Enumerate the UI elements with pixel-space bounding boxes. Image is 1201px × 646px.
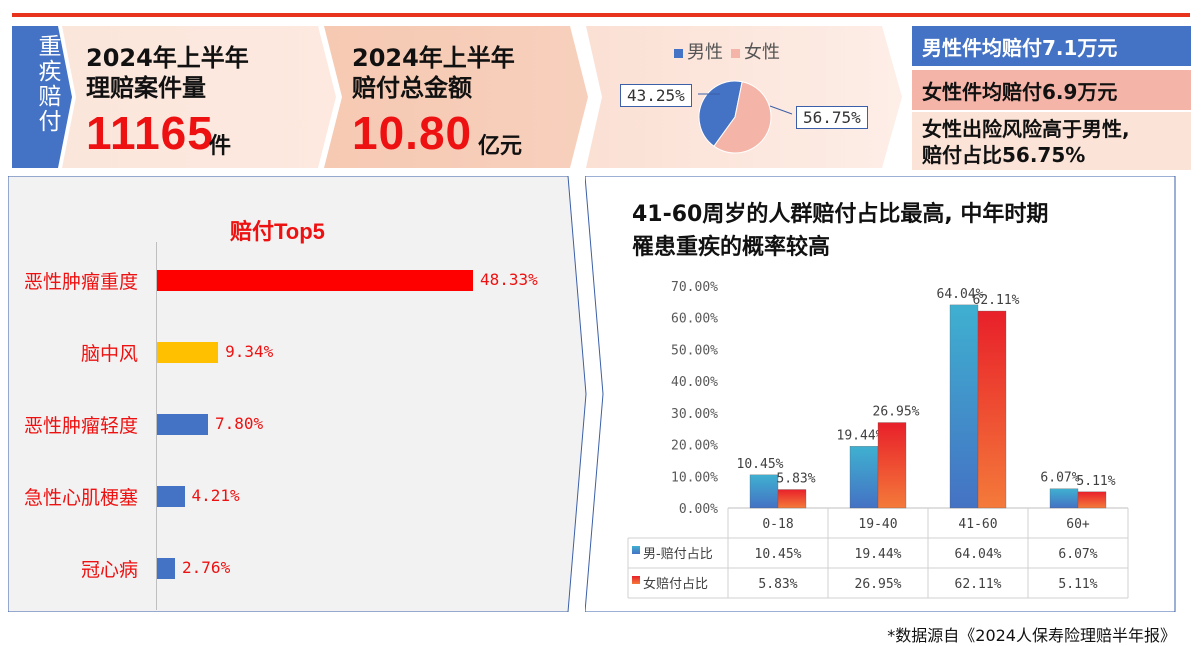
legend-female-swatch: [731, 49, 740, 58]
legend-male: 男性: [674, 38, 723, 64]
age-chart-title-line2: 罹患重疾的概率较高: [632, 235, 831, 260]
gender-pie: [698, 80, 772, 154]
top5-value-label: 48.33%: [480, 270, 538, 289]
y-tick-label: 0.00%: [679, 502, 718, 517]
side-label-text: 重疾赔付: [34, 34, 60, 134]
age-bar-value-label: 26.95%: [873, 405, 920, 420]
age-bar-female: [977, 310, 1007, 509]
kpi-2-unit: 亿元: [478, 134, 523, 159]
table-cell: 26.95%: [855, 577, 902, 592]
kpi-1-value: 11165: [86, 107, 214, 159]
top5-category-label: 急性心肌梗塞: [23, 487, 138, 509]
kpi-2-value: 10.80: [352, 107, 473, 159]
top5-bar: [157, 558, 176, 579]
age-bar-male: [1049, 488, 1079, 509]
age-bar-male: [949, 304, 979, 509]
top5-bar: [157, 486, 185, 507]
risk-note-banner: 女性出险风险高于男性, 赔付占比56.75%: [912, 112, 1191, 170]
kpi-2-title-line1: 2024年上半年: [352, 44, 515, 72]
table-cell: 5.11%: [1058, 577, 1097, 592]
top5-category-label: 脑中风: [80, 343, 138, 365]
y-tick-label: 60.00%: [671, 312, 718, 327]
y-tick-label: 10.00%: [671, 470, 718, 485]
y-tick-label: 70.00%: [671, 280, 718, 295]
table-cell: 5.83%: [758, 577, 797, 592]
age-bar-value-label: 10.45%: [737, 457, 784, 472]
table-cell: 19.44%: [855, 547, 902, 562]
kpi-1-title-line2: 理赔案件量: [86, 74, 206, 102]
legend-male-swatch: [674, 49, 683, 58]
female-avg-banner: 女性件均赔付6.9万元: [912, 70, 1191, 110]
age-bar-value-label: 62.11%: [973, 293, 1020, 308]
footnote: *数据源自《2024人保寿险理赔半年报》: [887, 626, 1176, 645]
age-bar-male: [749, 474, 779, 509]
top5-value-label: 7.80%: [214, 414, 264, 433]
table-cell: 10.45%: [755, 547, 802, 562]
male-avg-banner: 男性件均赔付7.1万元: [912, 26, 1191, 66]
pie-legend: 男性 女性: [674, 38, 780, 64]
top5-value-label: 2.76%: [182, 558, 231, 577]
age-bar-female: [877, 422, 907, 509]
y-tick-label: 40.00%: [671, 375, 718, 390]
kpi-chevron-1: [62, 26, 336, 168]
legend-male-label: 男性: [687, 42, 723, 63]
x-category-label: 19-40: [858, 517, 897, 532]
table-series-swatch: [632, 546, 640, 554]
y-tick-label: 20.00%: [671, 439, 718, 454]
age-bar-value-label: 6.07%: [1040, 471, 1079, 486]
female-pct-callout: 56.75%: [796, 106, 868, 129]
top5-value-label: 4.21%: [191, 486, 240, 505]
risk-note-line2: 赔付占比56.75%: [922, 143, 1086, 167]
top5-bar: [157, 342, 219, 363]
legend-female-label: 女性: [744, 42, 780, 63]
side-label-shape: [12, 26, 72, 168]
age-bar-male: [849, 446, 879, 509]
kpi-chevrons: [62, 26, 588, 168]
age-panel-bg: [585, 176, 1176, 612]
kpi-1-unit: 件: [209, 134, 232, 159]
top5-bar: [157, 270, 473, 291]
age-chart: 0.00% 10.00% 20.00% 30.00% 40.00% 50.00% 60.00…: [627, 280, 1129, 599]
top5-title: 赔付Top5: [230, 219, 325, 244]
side-label-box: 重疾赔付: [12, 26, 72, 168]
age-chart-title: 41-60周岁的人群赔付占比最高, 中年时期 罹患重疾的概率较高: [632, 198, 1048, 264]
top5-category-label: 冠心病: [80, 559, 138, 581]
top5-bar: [157, 414, 208, 435]
age-bar-value-label: 5.83%: [776, 472, 815, 487]
age-panel: [585, 176, 1195, 612]
age-chart-title-line1: 41-60周岁的人群赔付占比最高, 中年时期: [632, 202, 1049, 227]
top-rule: [12, 13, 1190, 17]
age-bar-value-label: 64.04%: [937, 287, 984, 302]
age-bar-female: [777, 489, 807, 509]
table-cell: 64.04%: [955, 547, 1002, 562]
table-cell: 62.11%: [955, 577, 1002, 592]
table-cell: 6.07%: [1058, 547, 1097, 562]
table-series-name: 男-赔付占比: [643, 547, 713, 562]
x-category-label: 41-60: [958, 517, 997, 532]
age-bar-value-label: 5.11%: [1076, 474, 1115, 489]
risk-note-line1: 女性出险风险高于男性,: [922, 117, 1130, 141]
kpi-1-title-line1: 2024年上半年: [86, 44, 249, 72]
top5-category-label: 恶性肿瘤重度: [23, 271, 138, 293]
top5-axis: [156, 242, 157, 610]
pie-slice-female: [713, 81, 772, 154]
x-category-label: 0-18: [762, 517, 793, 532]
kpi-chevron-2: [324, 26, 588, 168]
pie-callout-lines: [698, 93, 793, 115]
top5-category-label: 恶性肿瘤轻度: [23, 415, 138, 437]
legend-female: 女性: [731, 38, 780, 64]
table-series-name: 女赔付占比: [643, 576, 708, 592]
age-bar-female: [1077, 491, 1107, 509]
male-pct-callout: 43.25%: [620, 84, 692, 107]
table-series-swatch: [632, 576, 640, 584]
top5-value-label: 9.34%: [225, 342, 274, 361]
y-tick-label: 50.00%: [671, 343, 718, 358]
kpi-2-title-line2: 赔付总金额: [352, 74, 472, 102]
y-tick-label: 30.00%: [671, 407, 718, 422]
pie-slice-male: [698, 80, 743, 147]
x-category-label: 60+: [1066, 517, 1090, 532]
age-bar-value-label: 19.44%: [837, 428, 884, 443]
